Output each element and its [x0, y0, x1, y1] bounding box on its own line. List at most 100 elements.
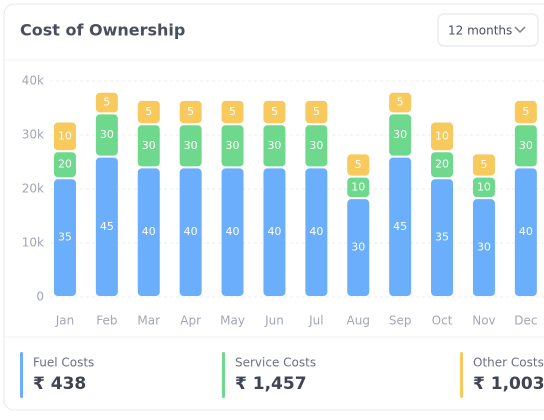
bar-segment: [221, 125, 244, 167]
bar-segment: [137, 168, 160, 296]
segment-label: 40: [226, 225, 240, 238]
segment-label: 30: [351, 241, 365, 254]
x-tick-label: Mar: [137, 314, 160, 328]
chart-title: Cost of Ownership: [20, 21, 185, 40]
bar-segment: [221, 168, 244, 296]
x-tick-label: Jun: [264, 314, 284, 328]
bar-segment: [179, 125, 202, 167]
bar-segment: [347, 154, 370, 176]
bar-segment: [472, 199, 495, 296]
segment-label: 30: [184, 139, 198, 152]
x-tick-label: Jul: [308, 314, 323, 328]
x-tick-label: Nov: [472, 314, 495, 328]
segment-label: 30: [100, 128, 114, 141]
segment-label: 5: [522, 105, 529, 118]
legend-total: ₹ 1,003: [473, 374, 544, 394]
segment-label: 40: [184, 225, 198, 238]
bar-segment: [53, 152, 76, 178]
segment-label: 30: [267, 139, 281, 152]
bar-segment: [431, 152, 454, 178]
bar-segment: [472, 177, 495, 198]
segment-label: 5: [313, 105, 320, 118]
segment-label: 40: [309, 225, 323, 238]
segment-label: 5: [480, 158, 487, 171]
x-tick-label: Dec: [514, 314, 537, 328]
bar-segment: [95, 157, 118, 296]
segment-label: 5: [355, 158, 362, 171]
bar-segment: [472, 154, 495, 176]
bar-segment: [53, 179, 76, 296]
segment-label: 30: [477, 241, 491, 254]
bar-segment: [263, 168, 286, 296]
segment-label: 10: [351, 180, 365, 193]
x-tick-label: Aug: [347, 314, 370, 328]
period-dropdown[interactable]: [437, 13, 539, 47]
segment-label: 10: [477, 180, 491, 193]
segment-label: 5: [397, 96, 404, 109]
bar-segment: [221, 100, 244, 124]
bar-segment: [179, 100, 202, 124]
x-tick-label: Jan: [55, 314, 75, 328]
legend-total: ₹ 438: [33, 374, 86, 394]
legend-label: Service Costs: [235, 356, 316, 370]
segment-label: 30: [519, 139, 533, 152]
segment-label: 30: [393, 128, 407, 141]
legend-total: ₹ 1,457: [235, 374, 307, 394]
bar-segment: [305, 125, 328, 167]
bar-segment: [137, 100, 160, 124]
bar-segment: [389, 114, 412, 156]
bar-segment: [514, 168, 537, 296]
chevron: [514, 26, 526, 34]
segment-label: 40: [142, 225, 156, 238]
y-tick-label: 20k: [22, 182, 44, 196]
segment-label: 45: [393, 220, 407, 233]
bar-segment: [263, 125, 286, 167]
legend-swatch: [460, 352, 463, 398]
legend-swatch: [222, 352, 225, 398]
bar-segment: [431, 179, 454, 296]
bar-segment: [53, 122, 76, 151]
legend-label: Other Costs: [473, 356, 544, 370]
bar-segment: [305, 168, 328, 296]
legend-label: Fuel Costs: [33, 356, 94, 370]
bar-segment: [347, 177, 370, 198]
segment-label: 10: [58, 129, 72, 142]
x-tick-label: Feb: [96, 314, 117, 328]
bar-segment: [389, 157, 412, 296]
segment-label: 40: [519, 225, 533, 238]
segment-label: 30: [226, 139, 240, 152]
bar-segment: [305, 100, 328, 124]
segment-label: 30: [309, 139, 323, 152]
bar-segment: [179, 168, 202, 296]
segment-label: 45: [100, 220, 114, 233]
bar-segment: [95, 92, 118, 113]
y-tick-label: 40k: [22, 74, 44, 88]
segment-label: 40: [267, 225, 281, 238]
x-tick-label: Apr: [180, 314, 201, 328]
segment-label: 10: [435, 129, 449, 142]
segment-label: 5: [229, 105, 236, 118]
y-tick-label: 0: [36, 290, 44, 304]
x-tick-label: May: [220, 314, 245, 328]
segment-label: 35: [435, 231, 449, 244]
bar-segment: [514, 100, 537, 124]
segment-label: 5: [145, 105, 152, 118]
bar-segment: [389, 92, 412, 113]
x-tick-label: Oct: [432, 314, 453, 328]
segment-label: 20: [58, 158, 72, 171]
segment-label: 5: [103, 96, 110, 109]
segment-label: 5: [271, 105, 278, 118]
bar-segment: [347, 199, 370, 296]
y-tick-label: 30k: [22, 128, 44, 142]
bar-segment: [263, 100, 286, 124]
segment-label: 35: [58, 231, 72, 244]
period-label: 12 months: [448, 24, 512, 38]
segment-label: 30: [142, 139, 156, 152]
bar-segment: [137, 125, 160, 167]
segment-label: 20: [435, 158, 449, 171]
bar-segment: [431, 122, 454, 151]
segment-label: 5: [187, 105, 194, 118]
x-tick-label: Sep: [389, 314, 412, 328]
bar-segment: [514, 125, 537, 167]
